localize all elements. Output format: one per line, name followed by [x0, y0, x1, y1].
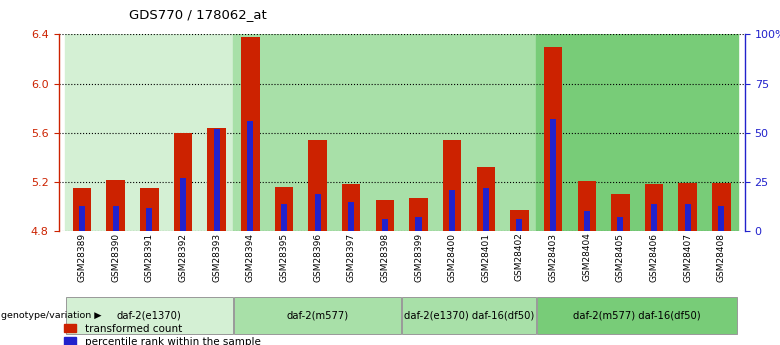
Bar — [443, 140, 462, 231]
Bar — [147, 208, 152, 231]
Bar — [679, 183, 697, 231]
Bar — [712, 183, 731, 231]
Bar — [449, 190, 456, 231]
Text: daf-2(m577): daf-2(m577) — [286, 311, 349, 321]
Bar — [550, 119, 556, 231]
FancyBboxPatch shape — [234, 297, 401, 334]
Bar — [376, 200, 394, 231]
Text: daf-2(m577) daf-16(df50): daf-2(m577) daf-16(df50) — [573, 311, 701, 321]
Legend: transformed count, percentile rank within the sample: transformed count, percentile rank withi… — [64, 324, 261, 345]
FancyBboxPatch shape — [537, 297, 738, 334]
Bar — [241, 37, 260, 231]
Text: genotype/variation ▶: genotype/variation ▶ — [1, 311, 101, 320]
Bar — [73, 188, 91, 231]
Bar — [180, 178, 186, 231]
Bar — [612, 194, 629, 231]
Bar — [247, 121, 254, 231]
Bar — [112, 206, 119, 231]
Bar — [207, 128, 226, 231]
Bar — [275, 187, 293, 231]
Bar — [174, 133, 192, 231]
Bar — [685, 204, 691, 231]
Bar — [402, 34, 537, 231]
Bar — [510, 210, 529, 231]
Bar — [314, 194, 321, 231]
Bar — [281, 204, 287, 231]
Bar — [483, 188, 489, 231]
Bar — [537, 34, 738, 231]
Bar — [577, 181, 596, 231]
Bar — [416, 217, 421, 231]
Bar — [79, 206, 85, 231]
Text: daf-2(e1370): daf-2(e1370) — [117, 311, 182, 321]
Bar — [651, 204, 657, 231]
Text: GDS770 / 178062_at: GDS770 / 178062_at — [129, 8, 267, 21]
Bar — [66, 34, 233, 231]
Bar — [477, 167, 495, 231]
Bar — [233, 34, 402, 231]
Bar — [348, 201, 354, 231]
Bar — [544, 47, 562, 231]
Text: daf-2(e1370) daf-16(df50): daf-2(e1370) daf-16(df50) — [404, 311, 534, 321]
Bar — [308, 140, 327, 231]
Bar — [214, 129, 220, 231]
Bar — [382, 219, 388, 231]
Bar — [645, 185, 663, 231]
Bar — [583, 211, 590, 231]
Bar — [342, 185, 360, 231]
Bar — [140, 188, 158, 231]
FancyBboxPatch shape — [66, 297, 232, 334]
Bar — [410, 198, 427, 231]
FancyBboxPatch shape — [402, 297, 536, 334]
Bar — [516, 219, 523, 231]
Bar — [618, 217, 623, 231]
Bar — [106, 179, 125, 231]
Bar — [718, 206, 725, 231]
